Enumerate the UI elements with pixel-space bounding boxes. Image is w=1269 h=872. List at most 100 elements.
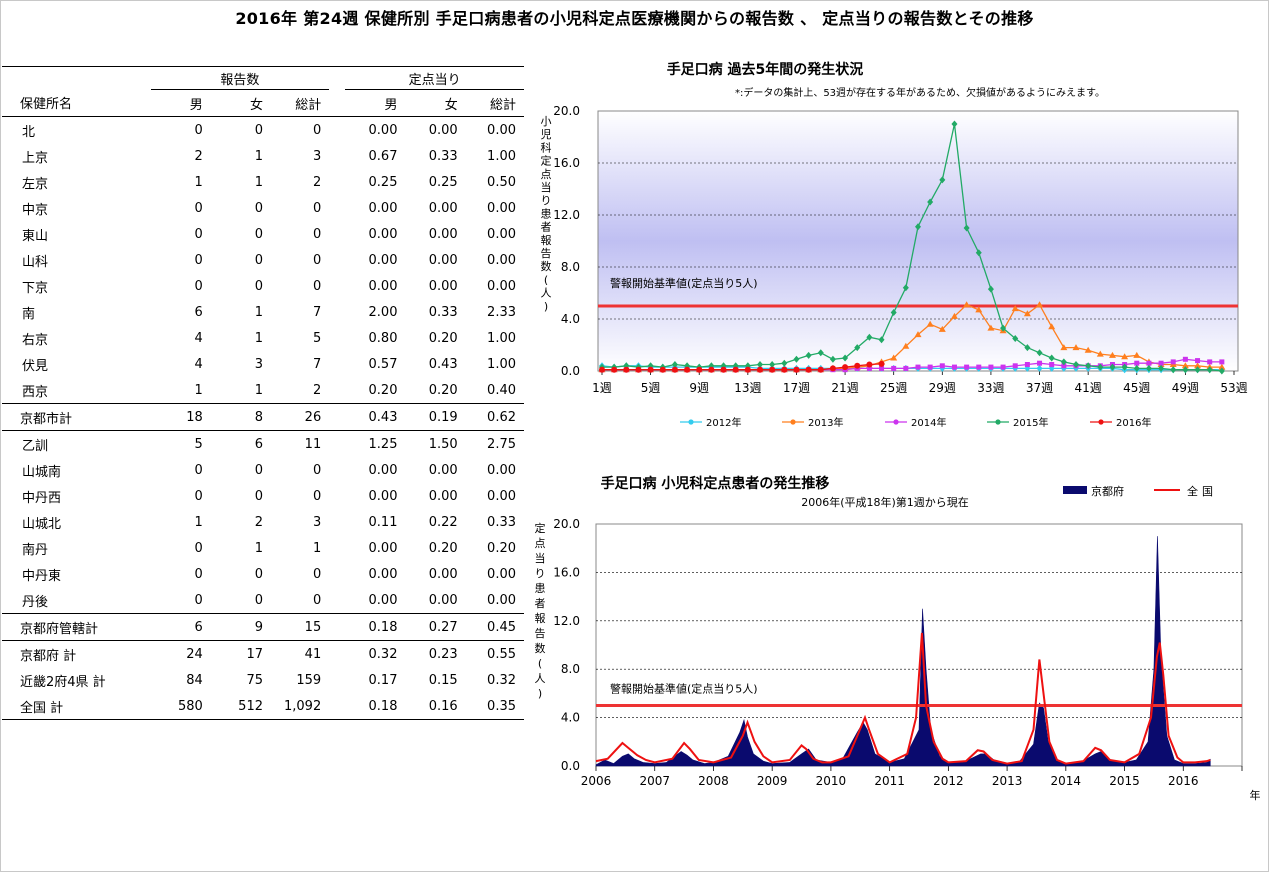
five-year-y-axis-label-char: 患 <box>541 207 552 220</box>
five-year-point <box>1121 363 1128 371</box>
cell-female-per: 0.19 <box>428 409 458 425</box>
cell-male: 1 <box>194 382 203 398</box>
cell-male: 0 <box>194 278 203 294</box>
cell-female-per: 0.00 <box>428 488 458 504</box>
five-year-legend-label: 2014年 <box>911 416 946 429</box>
five-year-point <box>950 312 958 319</box>
cell-female: 6 <box>254 436 263 452</box>
table-row: 中丹西 0 0 0 0.00 0.00 0.00 <box>2 483 524 509</box>
five-year-x-tick-label: 45週 <box>1123 381 1150 395</box>
cell-male-per: 0.00 <box>368 200 398 216</box>
five-year-point <box>939 176 946 184</box>
five-year-point <box>1060 344 1068 351</box>
row-name: 北 <box>22 124 36 140</box>
row-name: 京都府 計 <box>20 648 77 664</box>
cell-male-per: 0.00 <box>368 488 398 504</box>
cell-female: 3 <box>254 356 263 372</box>
cell-male: 0 <box>194 122 203 138</box>
table-gap <box>329 693 345 720</box>
table-row: 南 6 1 7 2.00 0.33 2.33 <box>2 299 524 325</box>
five-year-legend-label: 2016年 <box>1116 416 1151 429</box>
five-year-x-tick-label: 25週 <box>880 381 907 395</box>
trend-legend-label-kyoto: 京都府 <box>1091 484 1124 498</box>
cell-male-per: 0.17 <box>368 672 398 688</box>
five-year-point <box>1121 353 1129 360</box>
cell-total: 26 <box>304 409 322 425</box>
table-header-blank <box>2 67 151 90</box>
five-year-point <box>769 361 776 368</box>
five-year-point <box>1206 366 1213 374</box>
five-year-point <box>915 223 921 231</box>
trend-y-tick-label: 0.0 <box>561 759 580 773</box>
trend-x-tick-label: 2010 <box>816 774 847 788</box>
five-year-chart: 手足口病 過去5年間の発生状況 *:データの集計上、53週が存在する年があるため… <box>541 61 1248 429</box>
five-year-point <box>1219 359 1225 365</box>
five-year-point <box>939 363 945 369</box>
five-year-legend-marker <box>893 419 899 425</box>
cell-female-per: 0.00 <box>428 278 458 294</box>
five-year-point <box>1049 362 1055 367</box>
five-year-point <box>720 366 727 373</box>
five-year-y-axis-label-char: 告 <box>541 247 552 260</box>
table-gap <box>329 561 345 587</box>
five-year-point <box>1023 310 1031 317</box>
cell-female-per: 0.00 <box>428 462 458 478</box>
five-year-x-tick-label: 1週 <box>592 381 612 395</box>
table-gap <box>329 299 345 325</box>
five-year-point <box>684 366 691 373</box>
table-gap <box>329 195 345 221</box>
table-row: 山城南 0 0 0 0.00 0.00 0.00 <box>2 457 524 483</box>
cell-total: 0 <box>312 200 322 216</box>
cell-male-per: 0.00 <box>368 566 398 582</box>
report-table: 報告数 定点当り 保健所名 男 女 総計 男 女 総計 北 0 0 0 0.00 0.00… <box>2 66 524 720</box>
five-year-point <box>1194 362 1202 369</box>
cell-total: 0 <box>312 462 322 478</box>
cell-male-per: 0.11 <box>368 514 398 530</box>
cell-female: 1 <box>254 330 263 346</box>
five-year-point <box>817 366 824 373</box>
table-row: 山科 0 0 0 0.00 0.00 0.00 <box>2 247 524 273</box>
table-row: 京都府管轄計 6 9 15 0.18 0.27 0.45 <box>2 614 524 641</box>
five-year-y-axis-label-char: 小 <box>541 115 552 128</box>
five-year-point <box>1134 360 1140 366</box>
five-year-point <box>829 355 836 363</box>
five-year-y-tick-label: 8.0 <box>561 260 580 274</box>
cell-total-per: 1.00 <box>487 330 516 346</box>
cell-male: 24 <box>186 646 203 662</box>
five-year-legend-label: 2015年 <box>1013 416 1048 429</box>
cell-female-per: 0.33 <box>428 304 458 320</box>
trend-y-axis-label-char: 点 <box>535 537 546 550</box>
table-gap <box>329 247 345 273</box>
cell-total-per: 0.00 <box>487 122 516 138</box>
table-gap <box>329 431 345 458</box>
trend-y-tick-label: 4.0 <box>561 711 580 725</box>
col-header-female: 女 <box>249 97 263 113</box>
five-year-y-axis-label-char: ) <box>544 300 548 313</box>
row-name: 上京 <box>22 150 49 166</box>
cell-total: 0 <box>312 226 322 242</box>
cell-female: 0 <box>254 122 263 138</box>
cell-male-per: 0.18 <box>368 619 398 635</box>
row-name: 中丹西 <box>22 490 62 506</box>
cell-total-per: 0.00 <box>487 252 516 268</box>
table-row: 北 0 0 0 0.00 0.00 0.00 <box>2 117 524 144</box>
five-year-y-axis-label-char: 定 <box>541 154 552 168</box>
table-gap <box>329 325 345 351</box>
cell-male-per: 0.32 <box>368 646 398 662</box>
cell-female: 0 <box>254 252 263 268</box>
five-year-point <box>599 366 605 373</box>
cell-total-per: 0.00 <box>487 488 516 504</box>
trend-national-line <box>595 632 1211 765</box>
trend-x-axis-label: 年 <box>1250 788 1261 802</box>
cell-total: 11 <box>304 436 322 452</box>
cell-male-per: 0.00 <box>368 122 398 138</box>
row-name: 右京 <box>22 332 49 348</box>
table-gap <box>329 614 345 641</box>
five-year-point <box>1158 364 1165 372</box>
table-gap <box>329 535 345 561</box>
five-year-point <box>635 366 642 373</box>
table-gap <box>329 587 345 614</box>
five-year-y-axis-label-char: り <box>541 194 552 207</box>
five-year-point <box>659 366 666 373</box>
